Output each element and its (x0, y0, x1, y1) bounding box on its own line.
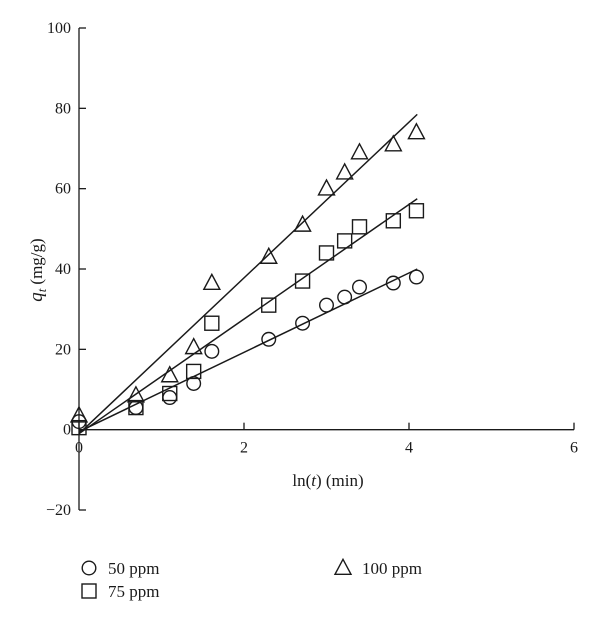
data-point-circle (186, 375, 202, 391)
data-point-triangle (202, 272, 221, 291)
y-tick-label: −20 (46, 502, 71, 519)
y-tick-label: 20 (55, 341, 71, 358)
data-point-triangle (293, 214, 312, 232)
data-point-triangle (407, 122, 426, 140)
fit-lines (78, 113, 418, 435)
y-tick-label: 0 (63, 422, 71, 439)
data-point-square (294, 273, 311, 289)
data-point-circle (261, 331, 277, 347)
x-tick-label: 2 (240, 440, 248, 457)
legend: 50 ppm 75 ppm 100 ppm (81, 557, 422, 601)
legend-marker-triangle (333, 557, 353, 575)
data-point-circle (162, 390, 178, 406)
legend-marker-square (81, 583, 97, 599)
data-point-circle (204, 343, 220, 359)
data-point-square (408, 203, 425, 219)
data-point-circle (128, 400, 144, 416)
data-point-circle (295, 315, 311, 331)
data-point-triangle (126, 385, 146, 403)
data-point-square (351, 219, 368, 235)
x-tick-label: 4 (405, 440, 413, 457)
data-point-square (128, 399, 144, 416)
y-tick-label: 80 (55, 100, 71, 117)
data-point-triangle (184, 337, 203, 355)
data-point-square (385, 213, 402, 229)
x-tick-label: 0 (75, 440, 83, 457)
legend-marker-circle (81, 560, 97, 576)
data-point-square (162, 385, 178, 402)
data-markers (69, 122, 426, 436)
data-point-triangle (384, 134, 403, 152)
data-point-triangle (160, 365, 179, 383)
data-point-square (261, 297, 277, 313)
data-point-circle (385, 275, 401, 291)
data-point-square (318, 245, 335, 261)
x-axis-label: ln(t) (min) (292, 471, 363, 490)
axes: 0 2 4 6 −20 0 20 40 60 80 100 (46, 20, 578, 519)
data-point-triangle (69, 405, 89, 423)
y-tick-label: 60 (55, 181, 71, 198)
fit-line-circle (78, 268, 418, 433)
data-point-triangle (335, 162, 354, 180)
data-point-circle (352, 279, 368, 295)
data-point-square (185, 363, 202, 380)
data-point-square (71, 419, 87, 436)
data-point-triangle (259, 246, 278, 264)
y-axis-label: qt(mg/g) (26, 238, 49, 301)
y-tick-label: 100 (47, 20, 71, 37)
data-point-triangle (350, 142, 369, 160)
data-point-square (204, 315, 220, 331)
data-point-circle (319, 297, 335, 313)
fit-line-triangle (78, 113, 418, 435)
legend-label: 50 ppm (108, 559, 159, 578)
data-point-circle (337, 289, 353, 305)
y-tick-label: 40 (55, 261, 71, 278)
legend-label: 75 ppm (108, 582, 159, 601)
data-point-triangle (317, 178, 336, 196)
data-point-circle (408, 269, 424, 285)
data-point-square (336, 233, 353, 249)
fit-line-square (78, 198, 418, 435)
x-tick-label: 6 (570, 440, 578, 457)
legend-label: 100 ppm (362, 559, 422, 578)
